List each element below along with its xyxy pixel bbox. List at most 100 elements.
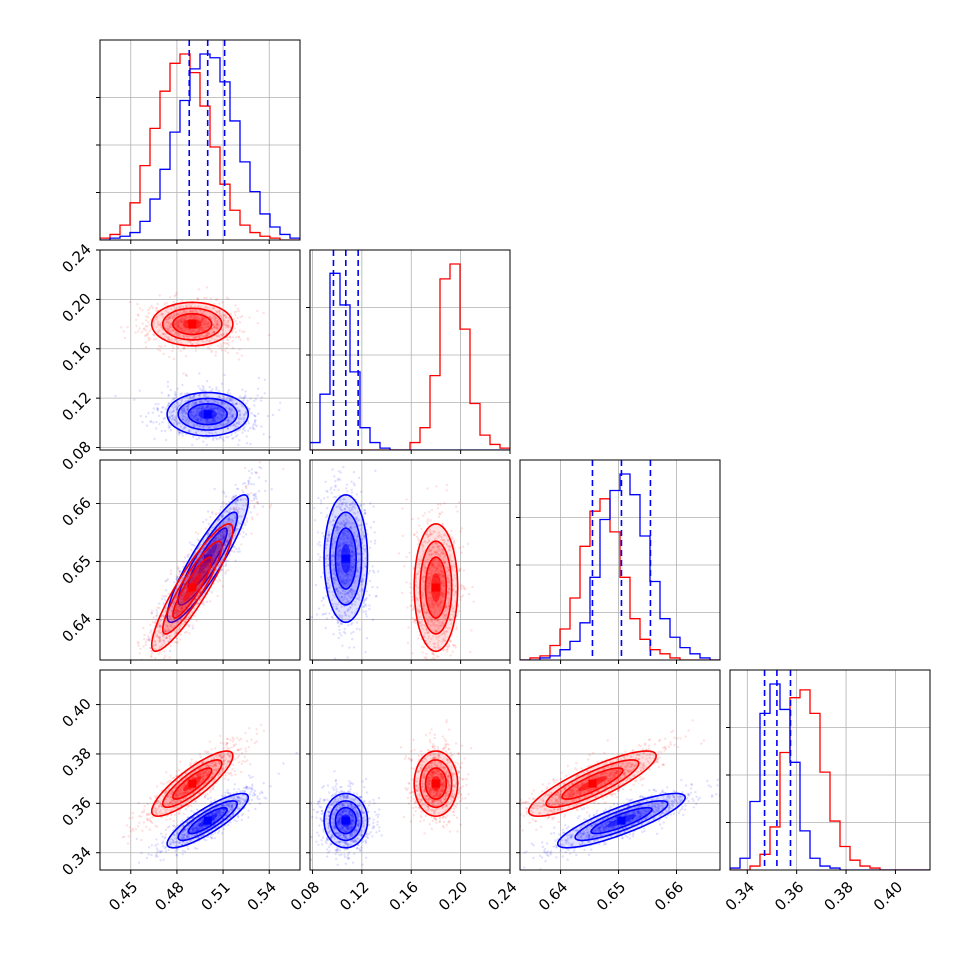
scatter-point (336, 553, 339, 556)
contour-line-series-0 (177, 397, 239, 431)
scatter-point (209, 515, 212, 519)
scatter-point (443, 533, 446, 536)
scatter-point (210, 432, 214, 435)
scatter-point (176, 641, 180, 644)
scatter-point (319, 555, 322, 559)
scatter-point (340, 501, 343, 505)
scatter-point (226, 326, 229, 329)
scatter-point (340, 503, 343, 506)
scatter-point (345, 483, 349, 486)
scatter-point (182, 408, 186, 411)
scatter-point (180, 608, 183, 611)
scatter-point (211, 557, 215, 560)
scatter-point (232, 495, 235, 498)
scatter-point (144, 643, 147, 646)
scatter-point (239, 515, 242, 518)
scatter-point (409, 585, 412, 589)
scatter-point (252, 399, 256, 403)
scatter-point (227, 324, 230, 327)
scatter-point (448, 645, 451, 648)
scatter-point (333, 540, 337, 543)
scatter-point (233, 550, 236, 553)
scatter-point (175, 312, 178, 316)
scatter-point (228, 318, 232, 322)
scatter-point (353, 525, 356, 529)
scatter-point (206, 380, 209, 383)
scatter-point (137, 314, 140, 317)
scatter-point (197, 330, 200, 333)
scatter-point (197, 298, 200, 301)
scatter-point (218, 410, 222, 413)
scatter-point (223, 397, 226, 401)
scatter-point (356, 520, 359, 523)
scatter-point (241, 482, 245, 485)
scatter-point (156, 635, 160, 638)
scatter-point (348, 522, 351, 525)
scatter-point (188, 395, 192, 399)
scatter-point (159, 326, 163, 329)
scatter-point (230, 413, 234, 417)
scatter-point (198, 420, 202, 423)
scatter-point (217, 518, 220, 522)
scatter-point (181, 311, 184, 315)
scatter-point (216, 549, 220, 552)
scatter-point (221, 437, 224, 441)
scatter-point (213, 538, 216, 541)
scatter-point (336, 590, 340, 593)
scatter-point (429, 597, 433, 600)
scatter-point (187, 616, 190, 619)
y-tick-label: 0.08 (58, 438, 94, 474)
scatter-point (164, 408, 167, 411)
scatter-point (244, 394, 247, 397)
scatter-point (250, 516, 254, 519)
scatter-point (181, 328, 184, 331)
scatter-point (436, 603, 439, 606)
scatter-point (228, 336, 231, 339)
scatter-point (202, 570, 206, 573)
scatter-point (263, 392, 266, 395)
scatter-point (193, 424, 196, 427)
scatter-point (213, 420, 216, 424)
scatter-point (234, 313, 237, 317)
scatter-point (180, 327, 184, 330)
scatter-point (226, 342, 230, 345)
scatter-point (167, 592, 170, 596)
scatter-point (180, 324, 184, 327)
scatter-point (225, 525, 228, 528)
scatter-point (159, 322, 163, 325)
scatter-point (345, 597, 349, 601)
scatter-point (213, 407, 216, 410)
scatter-point (453, 610, 456, 613)
scatter-point (249, 511, 252, 514)
scatter-point (240, 507, 244, 511)
scatter-point (231, 437, 234, 440)
scatter-point (212, 330, 216, 334)
scatter-point (224, 564, 227, 568)
scatter-point (353, 581, 356, 584)
scatter-point (322, 597, 325, 600)
scatter-point (194, 574, 197, 578)
scatter-point (349, 606, 352, 610)
scatter-point (450, 559, 453, 562)
scatter-point (177, 422, 180, 425)
scatter-point (325, 507, 329, 510)
scatter-point (243, 466, 247, 470)
scatter-point (439, 606, 442, 609)
scatter-point (185, 316, 188, 320)
scatter-point (173, 418, 177, 422)
scatter-point (180, 594, 183, 598)
scatter-point (180, 605, 184, 608)
scatter-point (331, 554, 334, 557)
scatter-point (160, 313, 163, 317)
scatter-point (253, 506, 256, 509)
scatter-point (353, 502, 357, 505)
scatter-point (158, 638, 162, 642)
contour-line-series-0 (166, 391, 250, 437)
scatter-point (210, 591, 213, 594)
scatter-point (335, 526, 338, 529)
scatter-point (224, 316, 228, 319)
scatter-point (178, 433, 181, 436)
scatter-point (217, 547, 221, 550)
scatter-point (168, 327, 171, 331)
scatter-point (167, 401, 170, 405)
